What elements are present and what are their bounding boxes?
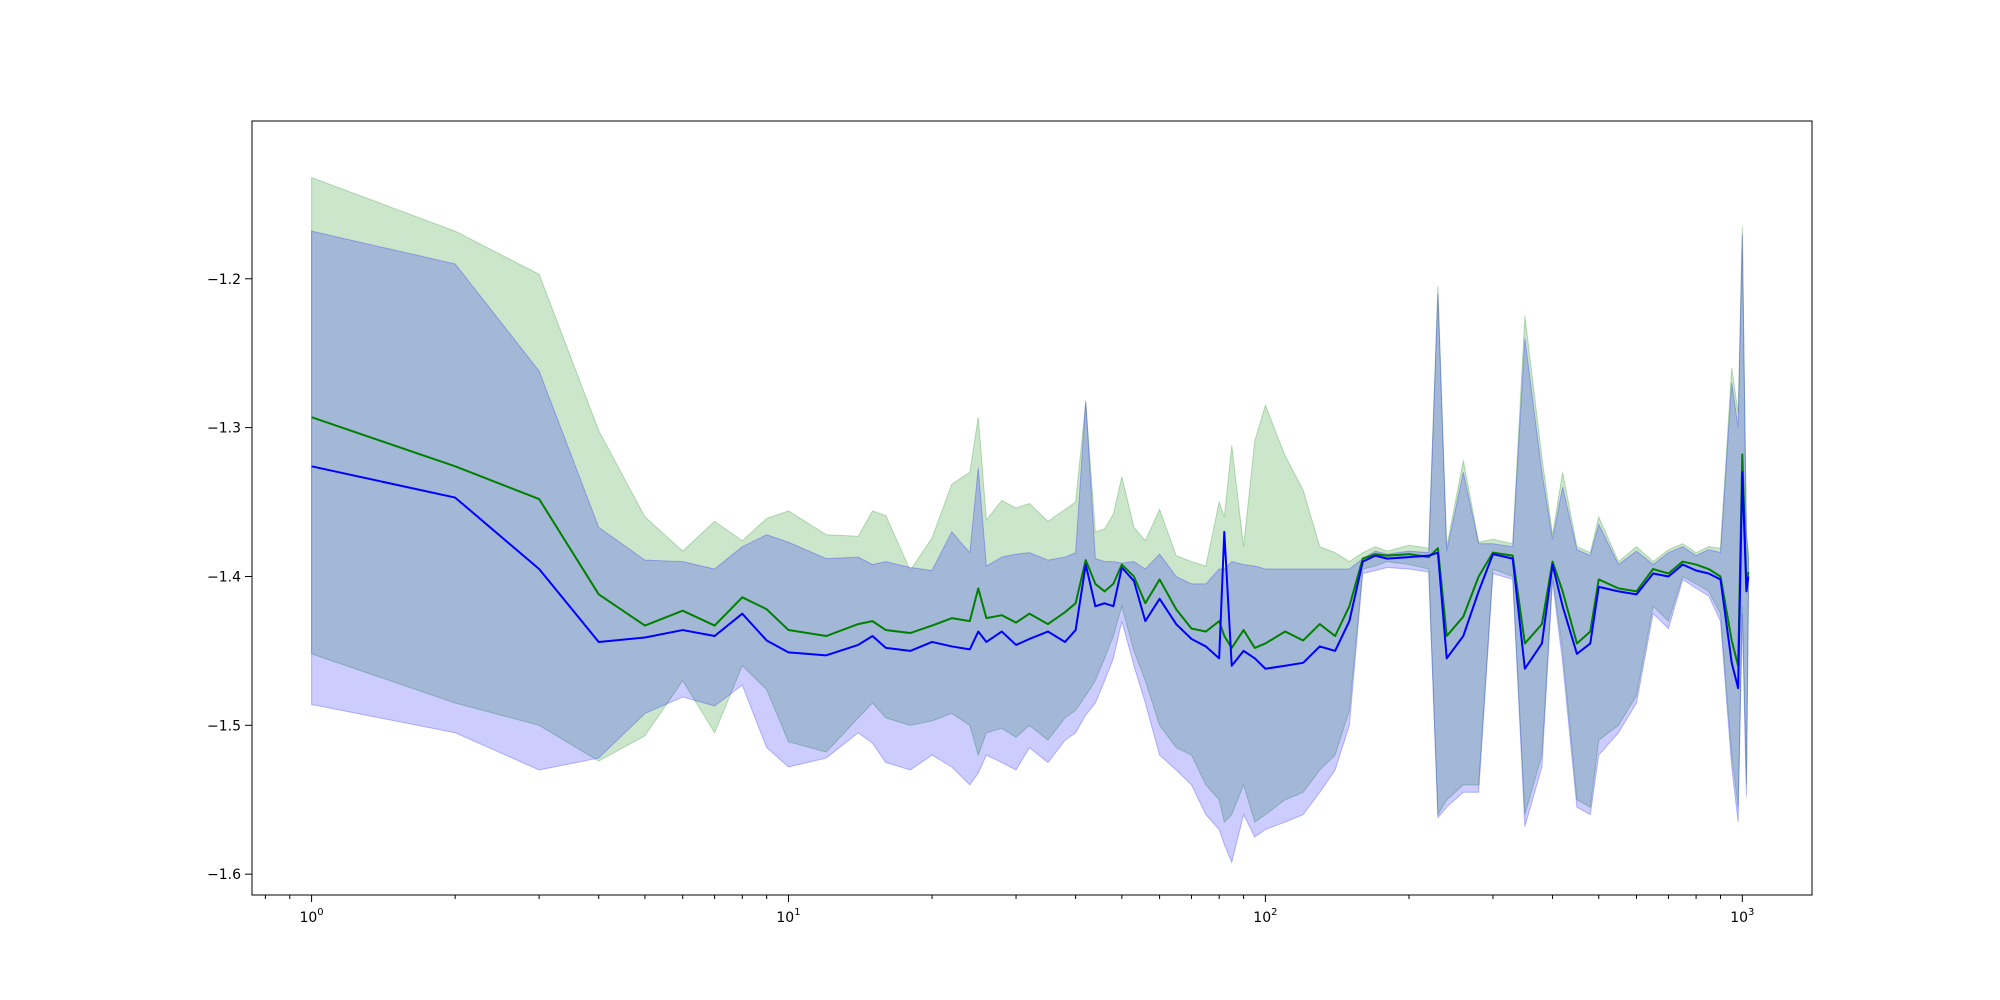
x-axis: 100 101 102 103 xyxy=(264,895,1754,926)
x-tick-label: 103 xyxy=(1730,907,1754,926)
series-1-band xyxy=(311,176,1749,824)
plot-frame xyxy=(251,120,1813,896)
series-2-band xyxy=(311,230,1749,864)
y-tick-label: −1.3 xyxy=(207,421,241,437)
series-2-line xyxy=(311,465,1750,690)
y-tick-label: −1.2 xyxy=(207,272,241,288)
bands-layer xyxy=(311,176,1749,864)
x-tick-label: 102 xyxy=(1253,907,1277,926)
y-tick-label: −1.4 xyxy=(207,569,241,585)
y-tick-label: −1.6 xyxy=(207,867,241,883)
x-tick-label: 101 xyxy=(776,907,800,926)
y-tick-label: −1.5 xyxy=(207,718,241,734)
y-axis: −1.2 −1.3 −1.4 −1.5 −1.6 xyxy=(207,272,252,883)
lines-layer xyxy=(311,416,1750,690)
x-tick-label: 100 xyxy=(299,907,323,926)
